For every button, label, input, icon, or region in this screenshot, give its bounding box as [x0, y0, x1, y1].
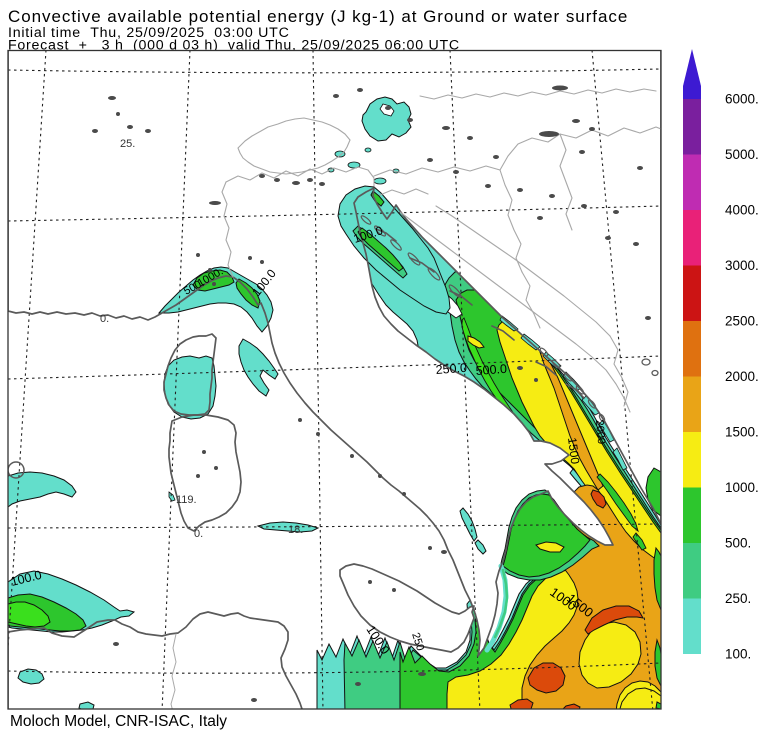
- svg-text:119.: 119.: [176, 494, 197, 506]
- svg-text:0.: 0.: [100, 313, 109, 325]
- svg-text:1500: 1500: [565, 437, 582, 466]
- svg-text:Forecast + 3 h (000 d 03 h: Forecast + 3 h (000 d 03 h) valid Thu, 2…: [8, 38, 460, 54]
- svg-text:5000.: 5000.: [725, 147, 759, 162]
- svg-text:1000.: 1000.: [725, 480, 759, 495]
- svg-text:Moloch Model, CNR-ISAC, Italy: Moloch Model, CNR-ISAC, Italy: [10, 713, 227, 730]
- svg-text:18.: 18.: [288, 524, 303, 536]
- svg-text:2000: 2000: [593, 419, 607, 444]
- svg-text:250.0: 250.0: [435, 361, 467, 377]
- svg-text:100.: 100.: [725, 647, 751, 662]
- svg-text:6000.: 6000.: [725, 92, 759, 107]
- svg-text:1500.: 1500.: [725, 425, 759, 440]
- svg-text:500.0: 500.0: [475, 362, 507, 378]
- svg-text:2000.: 2000.: [725, 369, 759, 384]
- svg-text:25.: 25.: [120, 138, 135, 150]
- svg-text:250.: 250.: [725, 591, 751, 606]
- svg-text:2500.: 2500.: [725, 314, 759, 329]
- svg-text:250: 250: [409, 631, 426, 652]
- svg-text:0.: 0.: [194, 528, 203, 540]
- svg-text:500.: 500.: [725, 536, 751, 551]
- svg-text:4000.: 4000.: [725, 203, 759, 218]
- svg-text:Initial time Thu, 25/09/2025: Initial time Thu, 25/09/2025 03:00 UTC: [8, 25, 290, 41]
- svg-text:3000.: 3000.: [725, 258, 759, 273]
- svg-text:Convective available potential: Convective available potential energy (J…: [8, 7, 628, 26]
